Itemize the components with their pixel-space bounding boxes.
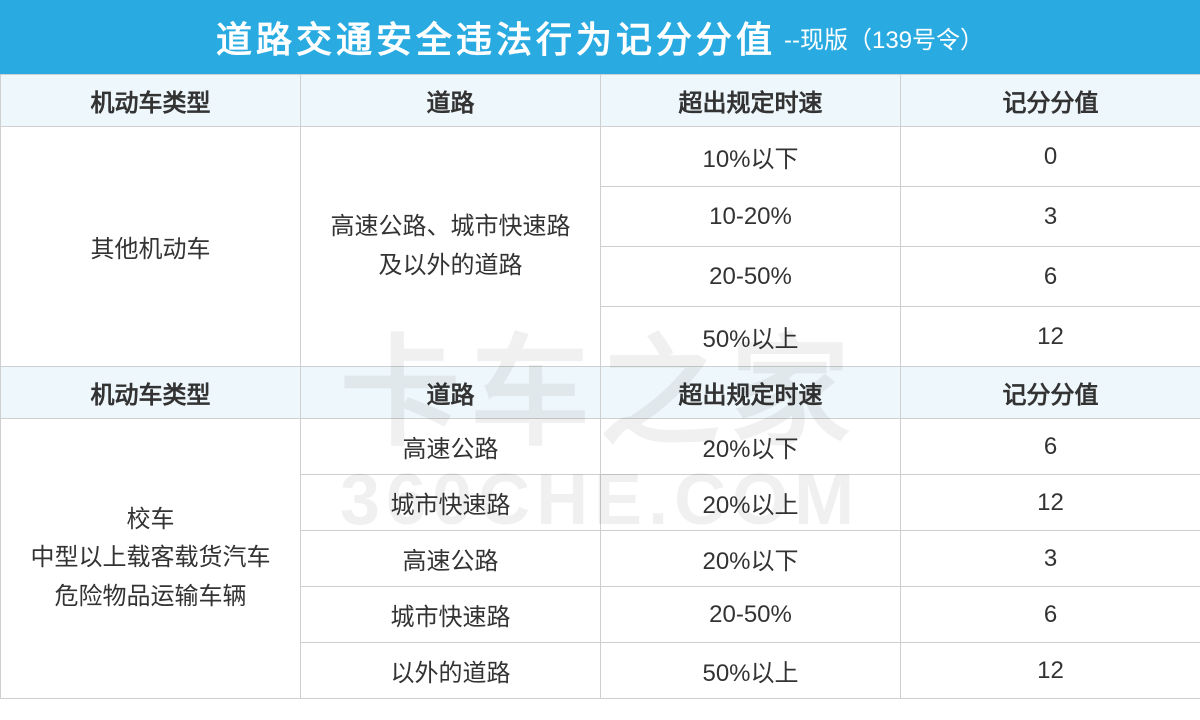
cell-road: 以外的道路 — [301, 643, 601, 699]
cell-vehicle-type: 校车中型以上载客载货汽车危险物品运输车辆 — [1, 419, 301, 699]
cell-road: 城市快速路 — [301, 587, 601, 643]
cell-points: 3 — [901, 531, 1200, 587]
table-row: 校车中型以上载客载货汽车危险物品运输车辆 高速公路 20%以下 6 — [1, 419, 1200, 475]
title-main: 道路交通安全违法行为记分分值 — [216, 11, 776, 63]
points-table: 机动车类型 道路 超出规定时速 记分分值 其他机动车 高速公路、城市快速路及以外… — [0, 74, 1200, 699]
col-road: 道路 — [301, 367, 601, 419]
cell-speed: 20-50% — [601, 247, 901, 307]
cell-points: 6 — [901, 419, 1200, 475]
cell-speed: 50%以上 — [601, 643, 901, 699]
cell-points: 12 — [901, 643, 1200, 699]
cell-road: 城市快速路 — [301, 475, 601, 531]
col-road: 道路 — [301, 75, 601, 127]
table-header-row: 机动车类型 道路 超出规定时速 记分分值 — [1, 367, 1200, 419]
title-sub: --现版（139号令） — [784, 20, 984, 55]
cell-points: 6 — [901, 247, 1200, 307]
col-points: 记分分值 — [901, 367, 1200, 419]
cell-points: 3 — [901, 187, 1200, 247]
title-bar: 道路交通安全违法行为记分分值 --现版（139号令） — [0, 0, 1200, 74]
cell-speed: 10-20% — [601, 187, 901, 247]
cell-speed: 50%以上 — [601, 307, 901, 367]
col-speed: 超出规定时速 — [601, 367, 901, 419]
cell-vehicle-type: 其他机动车 — [1, 127, 301, 367]
cell-speed: 20%以上 — [601, 475, 901, 531]
cell-speed: 10%以下 — [601, 127, 901, 187]
cell-speed: 20-50% — [601, 587, 901, 643]
cell-road: 高速公路 — [301, 531, 601, 587]
table-row: 其他机动车 高速公路、城市快速路及以外的道路 10%以下 0 — [1, 127, 1200, 187]
cell-points: 12 — [901, 307, 1200, 367]
col-vehicle-type: 机动车类型 — [1, 367, 301, 419]
cell-points: 0 — [901, 127, 1200, 187]
col-points: 记分分值 — [901, 75, 1200, 127]
table-header-row: 机动车类型 道路 超出规定时速 记分分值 — [1, 75, 1200, 127]
col-vehicle-type: 机动车类型 — [1, 75, 301, 127]
cell-road: 高速公路、城市快速路及以外的道路 — [301, 127, 601, 367]
cell-speed: 20%以下 — [601, 419, 901, 475]
cell-speed: 20%以下 — [601, 531, 901, 587]
cell-points: 12 — [901, 475, 1200, 531]
cell-points: 6 — [901, 587, 1200, 643]
col-speed: 超出规定时速 — [601, 75, 901, 127]
cell-road: 高速公路 — [301, 419, 601, 475]
